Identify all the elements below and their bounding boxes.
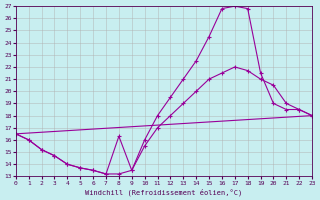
X-axis label: Windchill (Refroidissement éolien,°C): Windchill (Refroidissement éolien,°C) (85, 188, 243, 196)
